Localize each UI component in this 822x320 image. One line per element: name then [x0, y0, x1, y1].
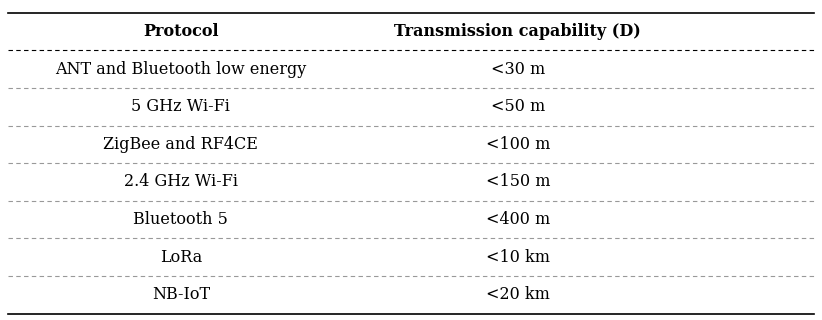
Text: ZigBee and RF4CE: ZigBee and RF4CE	[104, 136, 258, 153]
Text: Transmission capability (D): Transmission capability (D)	[395, 23, 641, 40]
Text: 5 GHz Wi-Fi: 5 GHz Wi-Fi	[132, 98, 230, 115]
Text: NB-IoT: NB-IoT	[152, 286, 210, 303]
Text: 2.4 GHz Wi-Fi: 2.4 GHz Wi-Fi	[124, 173, 238, 190]
Text: Protocol: Protocol	[143, 23, 219, 40]
Text: <400 m: <400 m	[486, 211, 550, 228]
Text: ANT and Bluetooth low energy: ANT and Bluetooth low energy	[55, 61, 307, 78]
Text: <50 m: <50 m	[491, 98, 545, 115]
Text: <20 km: <20 km	[486, 286, 550, 303]
Text: <30 m: <30 m	[491, 61, 545, 78]
Text: <100 m: <100 m	[486, 136, 550, 153]
Text: <150 m: <150 m	[486, 173, 550, 190]
Text: <10 km: <10 km	[486, 249, 550, 266]
Text: Bluetooth 5: Bluetooth 5	[133, 211, 229, 228]
Text: LoRa: LoRa	[159, 249, 202, 266]
